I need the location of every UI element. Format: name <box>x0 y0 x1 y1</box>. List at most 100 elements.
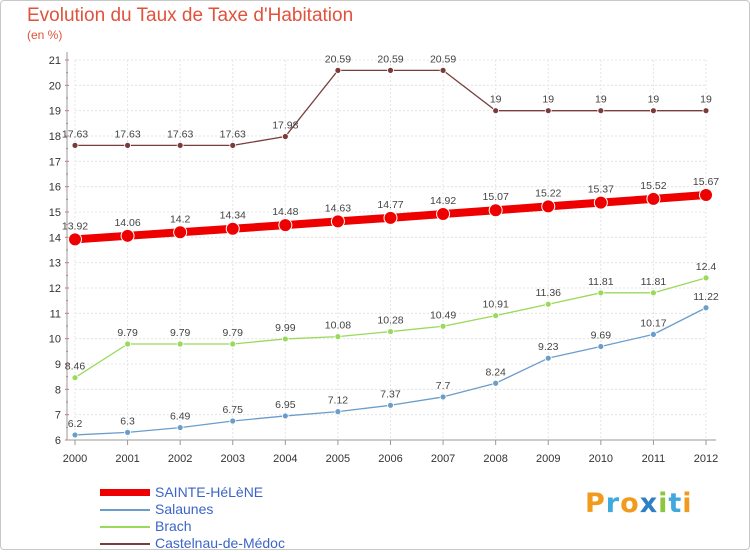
data-point <box>544 300 552 308</box>
logo-letter: i <box>658 488 669 519</box>
data-label: 8.24 <box>485 366 506 378</box>
data-label: 6.3 <box>120 415 135 427</box>
x-tick-label: 2006 <box>378 453 402 465</box>
data-point <box>71 141 79 149</box>
data-label: 17.98 <box>272 120 298 132</box>
data-point <box>124 340 131 348</box>
data-label: 6.49 <box>170 411 191 423</box>
legend-label: Brach <box>155 518 192 534</box>
data-point <box>492 379 500 387</box>
data-point <box>597 289 605 297</box>
data-label: 14.92 <box>430 195 456 207</box>
legend-label: Castelnau-de-Médoc <box>155 535 285 551</box>
data-point <box>124 141 131 149</box>
x-tick-label: 2009 <box>536 453 560 465</box>
data-label: 19 <box>490 94 502 106</box>
logo-letter: i <box>682 488 693 519</box>
data-label: 9.69 <box>591 330 612 342</box>
logo-letter: t <box>668 488 683 519</box>
data-point <box>541 199 556 214</box>
y-tick-label: 18 <box>49 131 61 143</box>
data-point <box>702 107 710 115</box>
data-point <box>68 232 82 247</box>
y-tick-label: 11 <box>50 308 61 320</box>
data-label: 7.37 <box>380 388 401 400</box>
legend-item-sainte-helene[interactable]: SAINTE-HéLèNE <box>100 484 400 501</box>
chart-title: Evolution du Taux de Taxe d'Habitation <box>27 5 354 26</box>
data-label: 14.77 <box>377 199 403 211</box>
data-point <box>383 210 398 225</box>
data-point <box>71 431 79 439</box>
data-label: 7.12 <box>328 395 349 407</box>
x-tick-label: 2007 <box>431 453 455 465</box>
data-label: 10.49 <box>430 309 456 321</box>
data-point <box>120 228 135 243</box>
x-tick-label: 2008 <box>483 453 507 465</box>
y-tick-label: 6 <box>55 435 61 447</box>
data-label: 19 <box>595 94 607 106</box>
data-label: 15.07 <box>483 191 509 203</box>
data-label: 11.36 <box>536 287 562 299</box>
data-point <box>650 330 657 338</box>
data-point <box>597 107 605 115</box>
legend-label: Salaunes <box>155 501 214 517</box>
data-label: 6.95 <box>275 399 296 411</box>
data-point <box>281 335 289 343</box>
y-tick-label: 19 <box>49 106 61 118</box>
data-label: 7.7 <box>436 380 451 392</box>
x-tick-label: 2003 <box>221 453 245 465</box>
x-tick-label: 2010 <box>589 453 613 465</box>
legend-label: SAINTE-HéLèNE <box>155 484 264 500</box>
legend-item-castelnau[interactable]: Castelnau-de-Médoc <box>100 535 400 552</box>
data-point <box>650 289 657 297</box>
x-tick-label: 2005 <box>326 453 350 465</box>
legend-swatch <box>100 509 150 511</box>
data-point <box>124 428 131 436</box>
data-label: 9.23 <box>538 341 559 353</box>
data-point <box>71 374 79 382</box>
y-tick-label: 17 <box>49 156 61 168</box>
y-tick-label: 9 <box>55 359 61 371</box>
data-label: 13.92 <box>62 220 88 232</box>
data-label: 14.06 <box>114 217 140 229</box>
data-label: 6.2 <box>68 418 83 430</box>
data-point <box>278 218 293 233</box>
data-label: 19 <box>700 94 712 106</box>
x-tick-label: 2001 <box>115 453 139 465</box>
data-label: 8.46 <box>65 361 86 373</box>
chart-legend: SAINTE-HéLèNE Salaunes Brach Castelnau-d… <box>100 484 400 552</box>
legend-swatch <box>100 543 150 545</box>
data-point <box>334 408 342 416</box>
data-point <box>544 354 552 362</box>
data-label: 19 <box>542 94 554 106</box>
y-tick-label: 16 <box>49 182 61 194</box>
data-label: 10.91 <box>483 299 509 311</box>
proxiti-logo: Proxiti <box>585 488 693 519</box>
data-point <box>593 195 608 210</box>
data-point <box>334 333 342 341</box>
data-point <box>334 66 342 74</box>
legend-swatch <box>100 526 150 528</box>
data-label: 15.67 <box>693 176 719 188</box>
data-label: 15.22 <box>535 187 561 199</box>
legend-item-salaunes[interactable]: Salaunes <box>100 501 400 518</box>
data-label: 11.81 <box>641 276 667 288</box>
y-tick-label: 12 <box>49 283 61 295</box>
data-point <box>492 312 500 320</box>
legend-item-brach[interactable]: Brach <box>100 518 400 535</box>
y-tick-label: 10 <box>49 334 61 346</box>
y-tick-label: 13 <box>49 258 61 270</box>
data-point <box>176 340 184 348</box>
data-point <box>597 343 605 350</box>
data-point <box>225 221 240 236</box>
logo-letter: o <box>620 488 640 519</box>
data-label: 10.08 <box>325 320 351 332</box>
logo-letter: P <box>585 488 606 519</box>
y-tick-label: 14 <box>49 232 61 244</box>
logo-letter: x <box>639 488 659 519</box>
data-point <box>229 340 237 348</box>
data-label: 9.79 <box>223 327 244 339</box>
data-label: 17.63 <box>114 128 140 140</box>
